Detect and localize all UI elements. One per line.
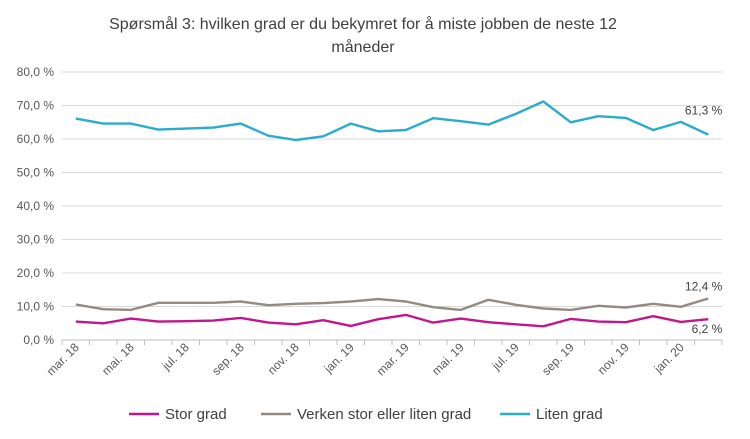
y-tick-label: 20,0 % bbox=[17, 266, 55, 280]
gridlines bbox=[62, 71, 722, 307]
x-tick-label: nov. 19 bbox=[595, 340, 632, 377]
x-tick-label: jan. 19 bbox=[321, 340, 357, 376]
x-tick-label: mar. 19 bbox=[374, 340, 412, 378]
y-tick-label: 70,0 % bbox=[17, 99, 55, 113]
y-tick-label: 0,0 % bbox=[23, 333, 54, 347]
legend: Stor grad Verken stor eller liten grad Lit… bbox=[129, 406, 603, 423]
series-line bbox=[75, 313, 709, 328]
chart-title-line-1: Spørsmål 3: hvilken grad er du bekymret … bbox=[109, 15, 617, 33]
legend-label: Stor grad bbox=[165, 406, 227, 423]
chart-title: Spørsmål 3: hvilken grad er du bekymret … bbox=[109, 15, 617, 56]
x-tick-label: jan. 20 bbox=[651, 340, 687, 376]
end-value-label: 6,2 % bbox=[692, 322, 723, 336]
y-tick-label: 80,0 % bbox=[17, 65, 55, 79]
y-tick-label: 30,0 % bbox=[17, 233, 55, 247]
y-tick-label: 40,0 % bbox=[17, 199, 55, 213]
x-tick-label: nov. 18 bbox=[265, 340, 302, 377]
chart-title-line-2: måneder bbox=[331, 38, 395, 56]
y-tick-label: 50,0 % bbox=[17, 166, 55, 180]
end-value-label: 12,4 % bbox=[685, 279, 723, 293]
x-tick-label: jul. 19 bbox=[489, 340, 522, 373]
legend-label: Verken stor eller liten grad bbox=[297, 406, 471, 423]
x-tick-label: mai. 19 bbox=[429, 340, 467, 378]
legend-label: Liten grad bbox=[536, 406, 603, 423]
y-axis-tick-labels: 0,0 % 10,0 % 20,0 % 30,0 % 40,0 % 50,0 % 60,0 … bbox=[17, 65, 55, 347]
series-line bbox=[75, 297, 709, 312]
y-tick-label: 60,0 % bbox=[17, 132, 55, 146]
x-tick-label: sep. 19 bbox=[539, 340, 577, 378]
end-value-label: 61,3 % bbox=[685, 104, 723, 118]
series-line bbox=[75, 100, 709, 142]
x-tick-label: sep. 18 bbox=[209, 340, 247, 378]
series-lines bbox=[75, 100, 709, 328]
y-tick-label: 10,0 % bbox=[17, 300, 55, 314]
x-axis: mar. 18 mai. 18 jul. 18 sep. 18 nov. 18 jan. … bbox=[44, 339, 723, 378]
end-value-labels: 6,2 % 12,4 % 61,3 % bbox=[685, 104, 723, 337]
x-tick-label: mai. 18 bbox=[99, 340, 137, 378]
x-tick-label: jul. 18 bbox=[159, 340, 192, 373]
